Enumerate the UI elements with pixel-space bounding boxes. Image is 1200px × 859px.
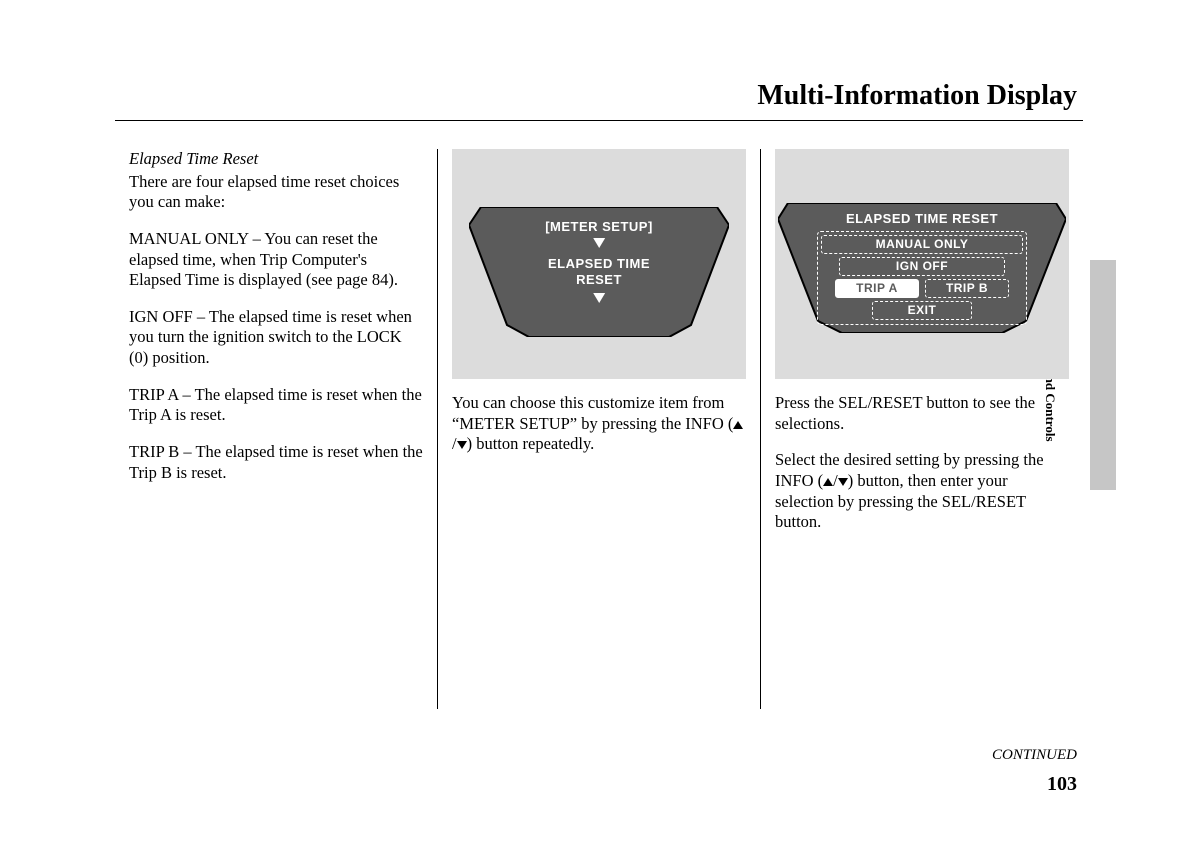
triangle-up-icon bbox=[823, 478, 833, 486]
screen1-line3: RESET bbox=[545, 272, 653, 288]
col1-p3: TRIP A – The elapsed time is reset when … bbox=[129, 385, 423, 426]
page-title: Multi-Information Display bbox=[115, 80, 1083, 112]
section-tab bbox=[1090, 260, 1116, 490]
column-1: Elapsed Time Reset There are four elapse… bbox=[115, 149, 437, 709]
screen2-content: ELAPSED TIME RESET MANUAL ONLY IGN OFF T… bbox=[792, 211, 1052, 325]
screen2-title: ELAPSED TIME RESET bbox=[792, 211, 1052, 227]
triangle-down-icon bbox=[838, 478, 848, 486]
screen1-line2: ELAPSED TIME bbox=[545, 256, 653, 272]
page-number: 103 bbox=[1047, 773, 1077, 796]
col2-caption-b: ) button repeatedly. bbox=[467, 434, 595, 453]
col1-intro: There are four elapsed time reset choice… bbox=[129, 172, 423, 213]
col3-p2: Select the desired setting by pressing t… bbox=[775, 450, 1069, 533]
option-ign-off: IGN OFF bbox=[839, 257, 1005, 276]
option-exit: EXIT bbox=[872, 301, 972, 320]
screen1-line1: [METER SETUP] bbox=[545, 219, 653, 235]
subheading: Elapsed Time Reset bbox=[129, 149, 423, 170]
col2-caption: You can choose this customize item from … bbox=[452, 393, 746, 455]
option-trip-a-selected: TRIP A bbox=[835, 279, 919, 298]
triangle-up-icon bbox=[733, 421, 743, 429]
continued-label: CONTINUED bbox=[992, 747, 1077, 764]
display-illustration-2: ELAPSED TIME RESET MANUAL ONLY IGN OFF T… bbox=[775, 149, 1069, 379]
col2-caption-a: You can choose this customize item from … bbox=[452, 393, 733, 433]
title-rule bbox=[115, 120, 1083, 121]
col1-p1: MANUAL ONLY – You can reset the elapsed … bbox=[129, 229, 423, 291]
option-trip-b: TRIP B bbox=[925, 279, 1009, 298]
content-columns: Elapsed Time Reset There are four elapse… bbox=[115, 149, 1083, 709]
arrow-down-icon bbox=[593, 293, 605, 303]
col1-p4: TRIP B – The elapsed time is reset when … bbox=[129, 442, 423, 483]
col3-p1: Press the SEL/RESET button to see the se… bbox=[775, 393, 1069, 434]
col1-p2: IGN OFF – The elapsed time is reset when… bbox=[129, 307, 423, 369]
triangle-down-icon bbox=[457, 441, 467, 449]
option-manual-only: MANUAL ONLY bbox=[821, 235, 1023, 254]
manual-page: Multi-Information Display Instruments an… bbox=[115, 80, 1083, 800]
column-2: [METER SETUP] ELAPSED TIME RESET You can… bbox=[437, 149, 760, 709]
arrow-down-icon bbox=[593, 238, 605, 248]
column-3: ELAPSED TIME RESET MANUAL ONLY IGN OFF T… bbox=[760, 149, 1083, 709]
display-illustration-1: [METER SETUP] ELAPSED TIME RESET bbox=[452, 149, 746, 379]
